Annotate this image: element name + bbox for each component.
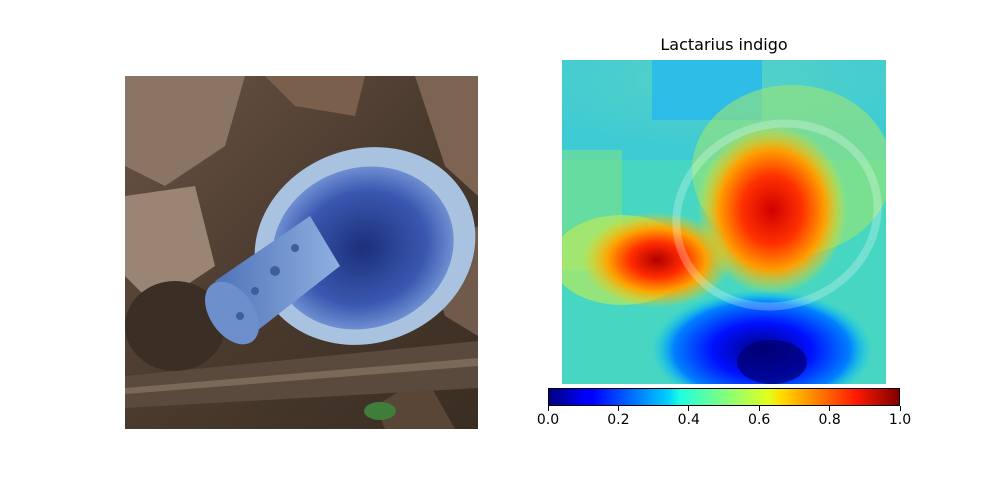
saliency-heatmap <box>562 60 886 384</box>
colorbar-tick-label: 1.0 <box>888 412 912 428</box>
heatmap-title: Lactarius indigo <box>660 35 788 54</box>
colorbar-tick-mark <box>829 406 831 411</box>
colorbar-tick-mark <box>547 406 549 411</box>
colorbar <box>548 388 900 406</box>
colorbar-tick-mark <box>617 406 619 411</box>
original-image <box>125 76 478 429</box>
colorbar-tick-mark <box>688 406 690 411</box>
colorbar-tick-label: 0.4 <box>677 412 700 428</box>
colorbar-tick-mark <box>758 406 760 411</box>
colorbar-tick-label: 0.8 <box>818 412 841 428</box>
colorbar-tick-label: 0.2 <box>607 412 630 428</box>
colorbar-tick-label: 0.6 <box>748 412 771 428</box>
colorbar-tick-label: 0.0 <box>536 412 560 428</box>
colorbar-tick-mark <box>899 406 901 411</box>
